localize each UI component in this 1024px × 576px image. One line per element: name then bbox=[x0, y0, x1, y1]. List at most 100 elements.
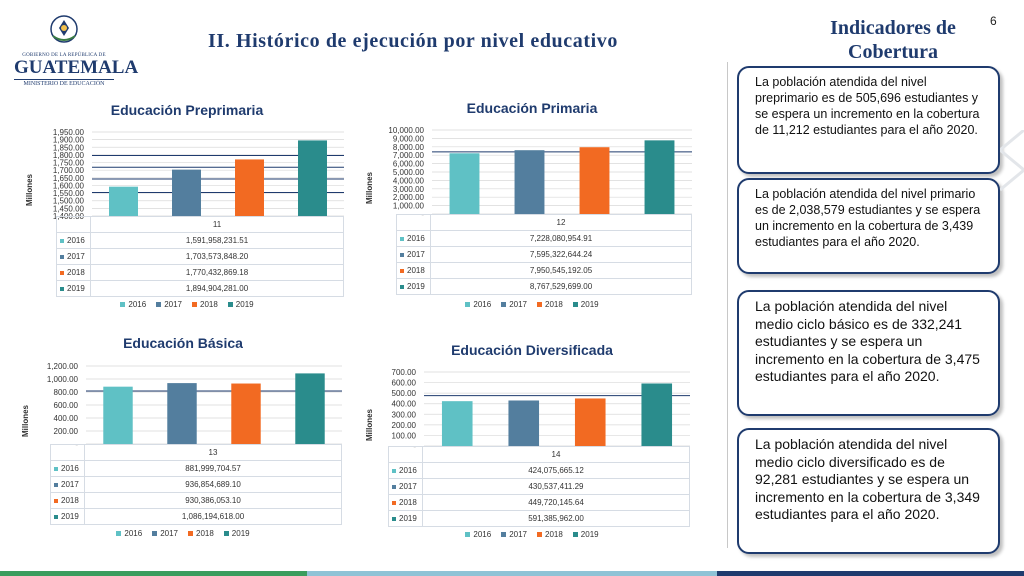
y-tick-label: 3,000.00 bbox=[393, 185, 425, 194]
y-tick-label: 600.00 bbox=[392, 379, 417, 388]
legend-item: 2019 bbox=[572, 530, 599, 539]
bar-2016 bbox=[109, 186, 138, 216]
data-value: 936,854,689.10 bbox=[84, 476, 342, 493]
table-row: 2018 7,950,545,192.05 bbox=[396, 262, 692, 279]
legend-item: 2016 bbox=[465, 530, 491, 539]
legend-swatch bbox=[537, 532, 542, 538]
table-corner bbox=[396, 214, 431, 231]
y-tick-label: 5,000.00 bbox=[393, 168, 425, 177]
bar-2016 bbox=[441, 401, 473, 446]
series-key: 2016 bbox=[56, 232, 91, 249]
table-row: 2016 1,591,958,231.51 bbox=[56, 232, 344, 249]
bar-2018 bbox=[579, 147, 610, 214]
y-tick-label: 6,000.00 bbox=[393, 160, 425, 169]
logo-ministry-text: MINISTERIO DE EDUCACIÓN bbox=[14, 79, 114, 87]
note-basica: La población atendida del nivel medio ci… bbox=[737, 290, 1000, 416]
table-row: 2019 1,086,194,618.00 bbox=[50, 508, 342, 525]
data-value: 424,075,665.12 bbox=[422, 462, 690, 479]
legend-swatch bbox=[392, 500, 396, 505]
page-title: II. Histórico de ejecución por nivel edu… bbox=[208, 30, 618, 52]
y-tick-label: 1,500.00 bbox=[53, 197, 85, 206]
y-tick-label: 2,000.00 bbox=[393, 193, 425, 202]
legend-swatch bbox=[400, 284, 404, 289]
note-text: La población atendida del nivel primario… bbox=[755, 187, 981, 249]
note-text: La población atendida del nivel medio ci… bbox=[755, 298, 980, 384]
legend-swatch bbox=[54, 466, 58, 471]
legend-swatch bbox=[501, 532, 507, 538]
note-primaria: La población atendida del nivel primario… bbox=[737, 178, 1000, 274]
chart-legend: 2016 2017 2018 2019 bbox=[22, 300, 352, 309]
y-tick-label: 400.00 bbox=[54, 414, 79, 423]
bar-2019 bbox=[295, 373, 325, 444]
chart-diversificada: Educación Diversificada 700.00 600.00 500.… bbox=[362, 338, 702, 553]
bar-2016 bbox=[103, 386, 133, 444]
y-tick-label: 7,000.00 bbox=[393, 151, 425, 160]
category-label: 11 bbox=[90, 216, 344, 233]
data-table: 11 2016 1,591,958,231.51 2017 1,703,573,848.… bbox=[56, 216, 344, 297]
table-row: 2016 7,228,080,954.91 bbox=[396, 230, 692, 247]
legend-swatch bbox=[392, 484, 396, 489]
bar-2016 bbox=[449, 153, 480, 214]
y-tick-label: 1,600.00 bbox=[53, 181, 85, 190]
coat-of-arms-icon bbox=[50, 15, 78, 43]
y-tick-label: 1,850.00 bbox=[53, 143, 85, 152]
note-text: La población atendida del nivel medio ci… bbox=[755, 436, 980, 522]
legend-swatch bbox=[188, 531, 193, 537]
table-row: 2017 7,595,322,644.24 bbox=[396, 246, 692, 263]
y-tick-label: 300.00 bbox=[392, 410, 417, 419]
table-corner bbox=[388, 446, 423, 463]
data-value: 930,386,053.10 bbox=[84, 492, 342, 509]
legend-swatch bbox=[465, 302, 471, 308]
bar-2017 bbox=[514, 150, 545, 214]
legend-item: 2018 bbox=[537, 530, 563, 539]
data-value: 8,767,529,699.00 bbox=[430, 278, 692, 295]
legend-item: 2019 bbox=[227, 300, 254, 309]
legend-item: 2018 bbox=[192, 300, 218, 309]
data-value: 1,086,194,618.00 bbox=[84, 508, 342, 525]
series-key: 2018 bbox=[388, 494, 423, 511]
vertical-divider bbox=[727, 62, 728, 548]
y-tick-label: 1,450.00 bbox=[53, 204, 85, 213]
series-key: 2016 bbox=[396, 230, 431, 247]
series-key: 2016 bbox=[388, 462, 423, 479]
chart-title: Educación Preprimaria bbox=[110, 102, 264, 118]
bottom-color-bar bbox=[0, 571, 1024, 576]
legend-item: 2018 bbox=[537, 300, 563, 309]
table-row: 2018 449,720,145.64 bbox=[388, 494, 690, 511]
legend-swatch bbox=[537, 302, 542, 308]
decorative-pattern bbox=[1000, 130, 1024, 192]
bar-2017 bbox=[172, 169, 201, 216]
y-tick-label: 200.00 bbox=[392, 421, 417, 430]
y-tick-label: 1,000.00 bbox=[47, 375, 79, 384]
series-key: 2019 bbox=[388, 510, 423, 527]
y-tick-label: 1,900.00 bbox=[53, 136, 85, 145]
logo-country-name: GUATEMALA bbox=[14, 57, 139, 78]
note-preprimaria: La población atendida del nivel preprima… bbox=[737, 66, 1000, 174]
y-tick-label: 1,750.00 bbox=[53, 159, 85, 168]
legend-swatch bbox=[60, 286, 64, 291]
data-value: 7,950,545,192.05 bbox=[430, 262, 692, 279]
legend-swatch bbox=[400, 236, 404, 241]
bar-2018 bbox=[235, 159, 264, 216]
legend-item: 2016 bbox=[116, 529, 142, 538]
table-row: 2017 936,854,689.10 bbox=[50, 476, 342, 493]
legend-item: 2019 bbox=[223, 529, 250, 538]
legend-swatch bbox=[116, 531, 122, 537]
chart-primaria: Educación Primaria 10,000.00 9,000.00 8,00… bbox=[362, 96, 702, 316]
data-value: 7,595,322,644.24 bbox=[430, 246, 692, 263]
data-value: 1,703,573,848.20 bbox=[90, 248, 344, 265]
y-tick-label: 600.00 bbox=[54, 401, 79, 410]
y-tick-label: 1,550.00 bbox=[53, 189, 85, 198]
y-tick-label: 1,950.00 bbox=[53, 128, 85, 137]
data-value: 1,894,904,281.00 bbox=[90, 280, 344, 297]
table-row: 2019 8,767,529,699.00 bbox=[396, 278, 692, 295]
chart-title: Educación Diversificada bbox=[451, 342, 613, 358]
y-axis-title: Millones bbox=[25, 173, 34, 206]
data-value: 430,537,411.29 bbox=[422, 478, 690, 495]
table-row: 2017 1,703,573,848.20 bbox=[56, 248, 344, 265]
legend-item: 2018 bbox=[188, 529, 214, 538]
bar-2019 bbox=[298, 140, 327, 216]
data-value: 881,999,704.57 bbox=[84, 460, 342, 477]
note-diversificada: La población atendida del nivel medio ci… bbox=[737, 428, 1000, 554]
